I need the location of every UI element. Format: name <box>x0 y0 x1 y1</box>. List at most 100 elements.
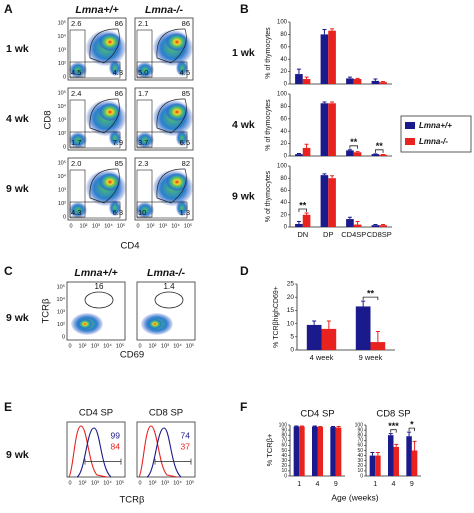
x-tick-label: 10² <box>149 480 157 486</box>
y-tick-label: 100 <box>355 422 364 428</box>
bar <box>353 224 362 227</box>
x-tick-label: 10³ <box>92 223 100 229</box>
error-bar <box>375 331 380 343</box>
quadrant-value: 2.1 <box>138 19 148 28</box>
column-header: Lmna+/+ <box>74 267 117 279</box>
x-tick-label: 10³ <box>161 480 169 486</box>
gate <box>84 291 114 309</box>
quadrant-value: 5.0 <box>138 68 148 77</box>
y-axis-label: CD8 <box>43 110 54 129</box>
x-tick-label: 10³ <box>91 480 99 486</box>
density <box>136 132 154 148</box>
error-bar <box>299 425 304 427</box>
y-tick-label: 10² <box>57 322 65 328</box>
y-tick-label: 40 <box>280 200 287 206</box>
y-tick-label: 50 <box>357 448 363 454</box>
y-tick-label: 20 <box>280 141 287 147</box>
y-tick-label: 80 <box>280 176 287 182</box>
y-tick-label: 5 <box>290 334 294 341</box>
density <box>166 103 188 121</box>
x-axis-label: TCRβ <box>120 495 146 506</box>
gate <box>136 201 188 219</box>
x-tick-label: 10² <box>149 343 157 349</box>
y-tick-label: 40 <box>357 453 363 459</box>
x-tick-label: 10³ <box>161 343 169 349</box>
y-tick-label: 100 <box>277 20 288 26</box>
error-bar <box>373 224 378 226</box>
significance-bracket <box>408 427 415 432</box>
bar <box>371 225 380 227</box>
histogram <box>146 427 182 478</box>
panel-letter: B <box>240 2 249 16</box>
density <box>109 60 121 76</box>
legend-label: Lmna+/+ <box>419 121 452 130</box>
bar <box>302 79 311 84</box>
y-tick-label: 20 <box>280 212 287 218</box>
bar <box>306 324 322 350</box>
density <box>78 319 92 329</box>
plot-title: CD4 SP <box>300 409 334 420</box>
quadrant-value: 85 <box>182 89 190 98</box>
density <box>69 202 87 218</box>
significance: * <box>410 420 414 430</box>
quadrant-value: 86 <box>115 19 123 28</box>
bar <box>328 178 336 227</box>
y-tick-label: 90 <box>357 427 363 433</box>
error-bar <box>381 81 386 83</box>
error-bar <box>370 452 375 456</box>
bar <box>320 175 329 227</box>
row-label: 9 wk <box>6 312 29 324</box>
y-tick-label: 60 <box>280 44 287 50</box>
error-bar <box>330 175 335 179</box>
quadrant-value: 6.3 <box>113 208 123 217</box>
y-axis-label: % of thymocytes <box>265 27 272 79</box>
bar <box>375 455 381 476</box>
x-tick-label: 10⁵ <box>116 479 124 486</box>
bar <box>411 450 418 476</box>
density <box>166 33 188 51</box>
density <box>109 200 121 216</box>
significance-bracket <box>390 429 397 433</box>
bar <box>321 328 337 350</box>
gate <box>69 131 121 149</box>
y-axis-label: % of thymocytes <box>265 99 272 151</box>
quadrant-value: 6.5 <box>180 138 190 147</box>
error-bar <box>312 320 317 325</box>
x-axis-label: CD69 <box>120 350 144 361</box>
bar <box>371 80 380 84</box>
column-header: Lmna-/- <box>147 267 185 279</box>
panel-letter: D <box>240 264 249 278</box>
y-tick-label: 10² <box>58 201 66 207</box>
density <box>148 319 162 329</box>
bar <box>295 223 303 227</box>
quadrant-value: 86 <box>182 19 190 28</box>
y-tick-label: 0 <box>63 214 66 220</box>
x-tick-label: 0 <box>138 480 141 486</box>
error-bar <box>347 149 352 151</box>
y-tick-label: 0 <box>63 144 66 150</box>
significance-bracket <box>298 208 307 212</box>
x-tick-label: 10⁵ <box>116 342 124 349</box>
panel-letter: A <box>4 2 13 16</box>
quadrant-value: 4.5 <box>180 68 190 77</box>
bar <box>353 79 362 84</box>
error-bar <box>312 425 317 427</box>
error-bar <box>355 221 360 225</box>
y-axis-label: % TCRβhighCD69+ <box>273 286 280 348</box>
error-bar <box>355 77 360 80</box>
row-label: 1 wk <box>232 47 255 59</box>
significance: ** <box>299 200 307 210</box>
error-bar <box>322 173 327 176</box>
error-bar <box>322 101 327 104</box>
x-tick-label: 0 <box>69 223 72 229</box>
error-bar <box>375 452 380 456</box>
y-tick-label: 10⁴ <box>58 33 67 40</box>
y-tick-label: 20 <box>287 294 295 301</box>
bar <box>355 306 371 350</box>
y-tick-label: 10³ <box>58 117 66 123</box>
error-bar <box>331 426 336 428</box>
x-tick-label: 10⁴ <box>103 342 112 349</box>
gate <box>89 28 120 64</box>
quadrant-value: 2.6 <box>71 19 81 28</box>
column-header: CD4 SP <box>79 408 113 419</box>
